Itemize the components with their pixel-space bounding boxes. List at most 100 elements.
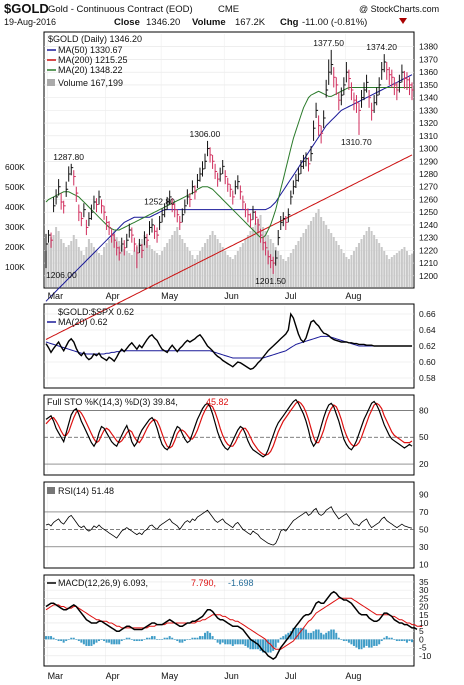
volume-bar bbox=[133, 251, 136, 287]
macd-histogram-bar bbox=[357, 639, 360, 650]
volume-bar bbox=[103, 247, 106, 287]
sto-panel-frame bbox=[43, 394, 415, 476]
macd-histogram-bar bbox=[82, 639, 85, 645]
macd-histogram-bar bbox=[340, 639, 343, 640]
price-annotation: 1252.80 bbox=[144, 197, 175, 207]
volume-bar bbox=[355, 247, 358, 287]
volume-bar bbox=[82, 255, 85, 287]
volume-bar bbox=[405, 251, 408, 287]
macd-histogram-bar bbox=[292, 627, 295, 640]
macd-histogram-bar bbox=[173, 639, 176, 640]
volume-bar bbox=[345, 257, 348, 287]
macd-histogram-bar bbox=[55, 639, 58, 640]
macd-histogram-bar bbox=[267, 639, 270, 653]
macd-histogram-bar bbox=[206, 631, 209, 640]
macd-tick-label: 35 bbox=[419, 577, 429, 587]
macd-histogram-bar bbox=[145, 637, 148, 640]
macd-histogram-bar bbox=[277, 639, 280, 643]
volume-bar bbox=[183, 243, 186, 287]
macd-histogram-bar bbox=[393, 639, 396, 640]
volume-bar bbox=[130, 255, 133, 287]
macd-histogram-bar bbox=[148, 637, 151, 640]
macd-histogram-bar bbox=[229, 639, 232, 645]
volume-bar bbox=[385, 255, 388, 287]
volume-bar bbox=[62, 243, 65, 287]
macd-histogram-bar bbox=[390, 637, 393, 640]
macd-histogram-bar bbox=[130, 639, 133, 640]
macd-histogram-bar bbox=[60, 639, 63, 642]
price-annotation: 1287.80 bbox=[53, 152, 84, 162]
price-tick-label: 1230 bbox=[419, 233, 438, 243]
macd-histogram-bar bbox=[405, 639, 408, 643]
volume-bar bbox=[65, 247, 68, 287]
rsi-tick-label: 30 bbox=[419, 542, 429, 552]
macd-histogram-bar bbox=[103, 639, 106, 642]
macd-histogram-bar bbox=[100, 639, 103, 640]
volume-bar bbox=[370, 231, 373, 287]
ratio-legend-ma: MA(20) 0.62 bbox=[58, 317, 108, 327]
macd-histogram-bar bbox=[85, 639, 88, 646]
price-panel-frame bbox=[43, 31, 415, 289]
volume-bar bbox=[330, 233, 333, 287]
macd-histogram-bar bbox=[90, 639, 93, 646]
volume-bar bbox=[317, 209, 320, 287]
volume-bar bbox=[312, 217, 315, 287]
price-month-label: Apr bbox=[106, 291, 120, 301]
macd-histogram-bar bbox=[335, 632, 338, 640]
volume-bar bbox=[352, 251, 355, 287]
volume-bar bbox=[168, 239, 171, 287]
volume-bar bbox=[214, 235, 217, 287]
macd-histogram-bar bbox=[183, 639, 186, 642]
volume-bar bbox=[277, 251, 280, 287]
macd-histogram-bar bbox=[108, 639, 111, 643]
volume-label: Volume bbox=[192, 17, 226, 28]
volume-bar bbox=[90, 243, 93, 287]
volume-bar bbox=[304, 229, 307, 287]
volume-bar bbox=[310, 221, 313, 287]
volume-bar bbox=[118, 241, 121, 287]
volume-bar bbox=[375, 239, 378, 287]
sto-tick-label: 50 bbox=[419, 432, 429, 442]
macd-histogram-bar bbox=[231, 639, 234, 646]
macd-tick-label: 30 bbox=[419, 585, 429, 595]
macd-month-label: Aug bbox=[345, 671, 361, 681]
volume-bar bbox=[340, 249, 343, 287]
macd-histogram-bar bbox=[138, 639, 141, 642]
price-annotation: 1206.00 bbox=[46, 270, 77, 280]
macd-histogram-bar bbox=[408, 639, 411, 642]
macd-histogram-bar bbox=[337, 637, 340, 640]
volume-bar bbox=[294, 245, 297, 287]
macd-histogram-bar bbox=[128, 637, 131, 640]
macd-histogram-bar bbox=[105, 639, 108, 643]
ratio-tick-label: 0.64 bbox=[419, 325, 436, 335]
volume-bar bbox=[360, 239, 363, 287]
volume-bar bbox=[178, 235, 181, 287]
macd-histogram-bar bbox=[156, 639, 159, 640]
macd-histogram-bar bbox=[287, 632, 290, 640]
ratio-tick-label: 0.66 bbox=[419, 309, 436, 319]
volume-bar bbox=[241, 243, 244, 287]
macd-histogram-bar bbox=[72, 637, 75, 640]
volume-bar bbox=[161, 251, 164, 287]
macd-histogram-bar bbox=[378, 639, 381, 645]
volume-bar bbox=[307, 225, 310, 287]
volume-bar bbox=[57, 231, 60, 287]
volume-bar bbox=[67, 245, 70, 287]
macd-tick-label: -10 bbox=[419, 651, 432, 661]
sto-tick-label: 20 bbox=[419, 459, 429, 469]
legend-swatch-volume bbox=[47, 79, 55, 86]
chg-value: -11.00 (-0.81%) bbox=[302, 17, 367, 28]
volume-bar bbox=[140, 239, 143, 287]
volume-bar bbox=[257, 219, 260, 287]
macd-histogram-bar bbox=[234, 639, 237, 645]
volume-bar bbox=[236, 251, 239, 287]
macd-histogram-bar bbox=[75, 639, 78, 640]
close-label: Close bbox=[114, 17, 140, 28]
price-tick-label: 1380 bbox=[419, 42, 438, 52]
volume-bar bbox=[239, 247, 242, 287]
volume-tick-label: 100K bbox=[5, 262, 25, 272]
macd-histogram-bar bbox=[211, 636, 214, 640]
volume-bar bbox=[398, 251, 401, 287]
macd-histogram-bar bbox=[244, 639, 247, 646]
volume-bar bbox=[156, 253, 159, 287]
